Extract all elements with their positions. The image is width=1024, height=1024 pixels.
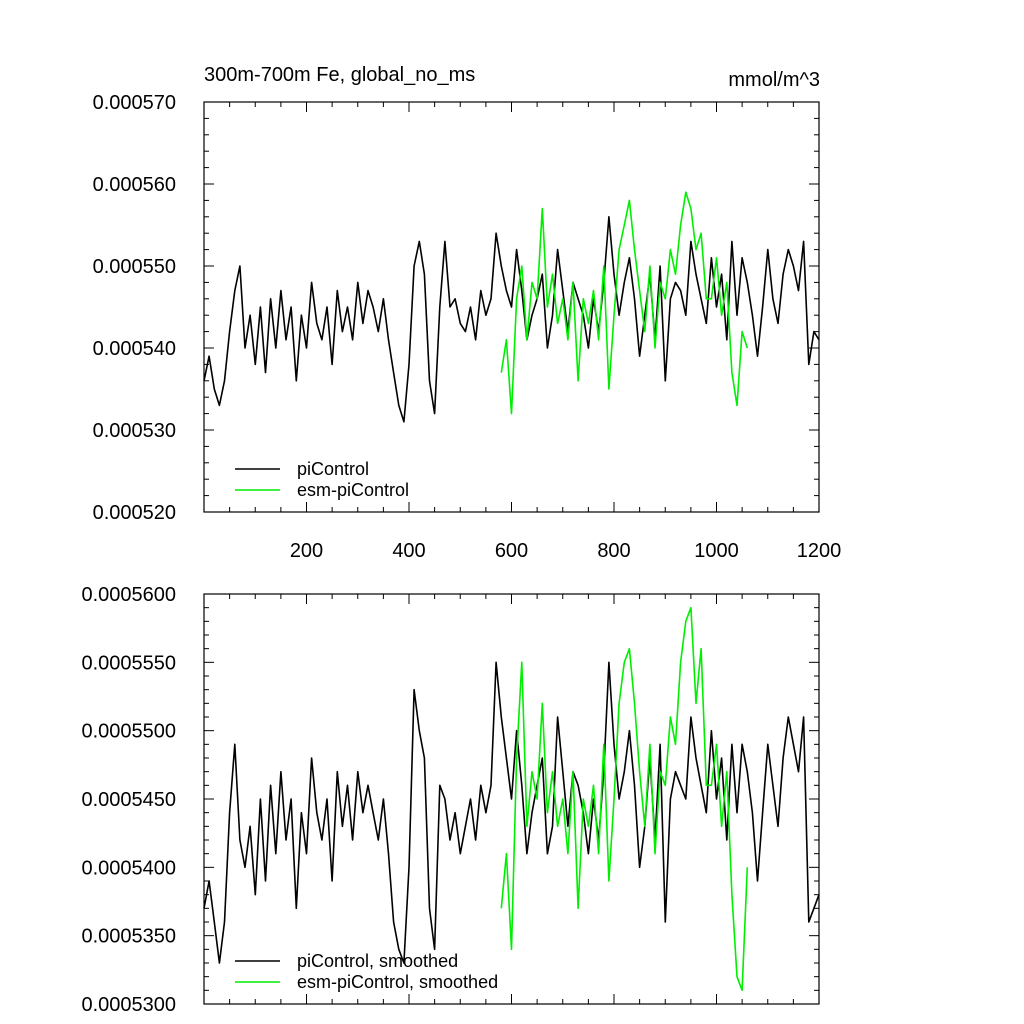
legend-label-esm-picontrol: esm-piControl bbox=[297, 480, 409, 500]
series-line-esm-picontrol-smoothed bbox=[500, 606, 749, 992]
chart-title: 300m-700m Fe, global_no_ms bbox=[204, 64, 475, 86]
y-tick-label: 0.000570 bbox=[93, 92, 176, 114]
y-tick-label: 0.000560 bbox=[93, 174, 176, 196]
x-tick-label: 200 bbox=[290, 540, 323, 562]
units-label: mmol/m^3 bbox=[728, 69, 820, 91]
legend-label-picontrol-smoothed: piControl, smoothed bbox=[297, 951, 458, 971]
y-tick-label: 0.0005550 bbox=[81, 652, 176, 674]
legend-label-esm-picontrol-smoothed: esm-piControl, smoothed bbox=[297, 972, 498, 992]
x-tick-label: 1000 bbox=[694, 540, 739, 562]
series-line-picontrol-smoothed bbox=[203, 661, 820, 964]
x-tick-label: 600 bbox=[495, 540, 528, 562]
y-tick-label: 0.0005600 bbox=[81, 584, 176, 606]
series-line-esm-picontrol bbox=[500, 191, 749, 415]
x-tick-label: 1200 bbox=[797, 540, 842, 562]
legend-top: piControl esm-piControl bbox=[235, 459, 409, 500]
y-tick-label: 0.0005300 bbox=[81, 994, 176, 1016]
y-tick-label: 0.0005400 bbox=[81, 857, 176, 879]
legend-bottom: piControl, smoothed esm-piControl, smoot… bbox=[235, 951, 498, 992]
y-tick-label: 0.000520 bbox=[93, 502, 176, 524]
chart-panel-bottom: 0.0005300 0.0005350 0.0005400 0.0005450 0.00… bbox=[81, 584, 820, 1016]
y-tick-label: 0.000540 bbox=[93, 338, 176, 360]
y-tick-label: 0.000530 bbox=[93, 420, 176, 442]
series-line-picontrol bbox=[203, 216, 820, 423]
x-tick-label: 800 bbox=[597, 540, 630, 562]
y-tick-label: 0.0005500 bbox=[81, 721, 176, 743]
plot-frame-top bbox=[203, 101, 820, 513]
y-tick-label: 0.0005350 bbox=[81, 926, 176, 948]
x-tick-label: 400 bbox=[392, 540, 425, 562]
chart-panel-top: 300m-700m Fe, global_no_ms mmol/m^3 0.00… bbox=[93, 64, 842, 562]
y-tick-label: 0.0005450 bbox=[81, 789, 176, 811]
legend-label-picontrol: piControl bbox=[297, 459, 369, 479]
y-tick-label: 0.000550 bbox=[93, 256, 176, 278]
plot-frame-bottom bbox=[203, 593, 820, 1005]
